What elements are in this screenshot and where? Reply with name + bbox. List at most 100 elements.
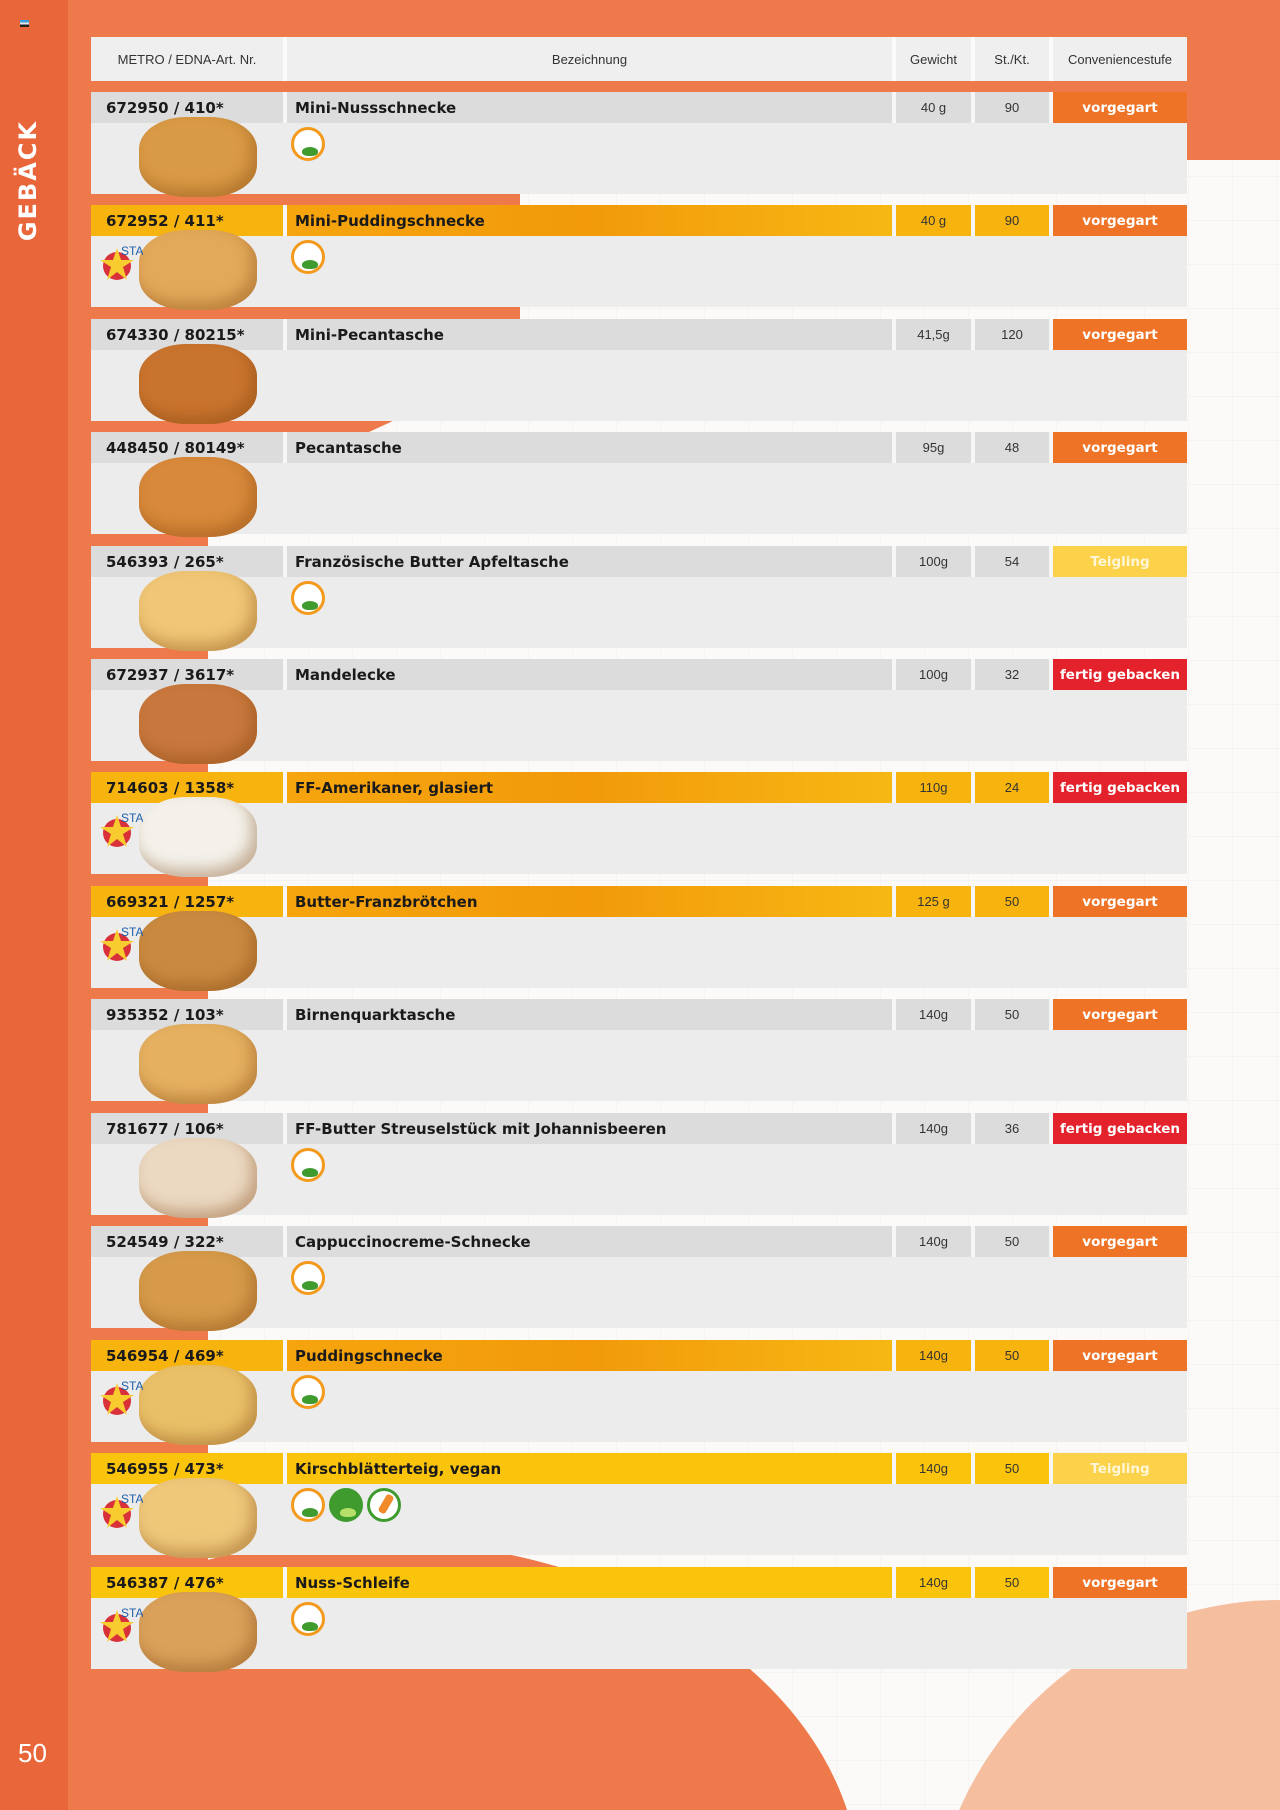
table-row[interactable]: 935352 / 103* Birnenquarktasche 140g 50 … xyxy=(91,999,1187,1104)
convenience-stage-badge: vorgegart xyxy=(1053,1567,1187,1598)
table-header: METRO / EDNA-Art. Nr. Bezeichnung Gewich… xyxy=(91,37,1187,81)
product-image xyxy=(139,344,257,424)
product-weight: 40 g xyxy=(896,92,975,123)
convenience-stage-badge: vorgegart xyxy=(1053,1226,1187,1257)
product-image xyxy=(139,1024,257,1104)
row-header: 546954 / 469* Puddingschnecke 140g 50 vo… xyxy=(91,1340,1187,1371)
row-body: STAR xyxy=(91,230,1187,310)
row-body: STAR xyxy=(91,1365,1187,1445)
row-body xyxy=(91,344,1187,424)
product-name: Mandelecke xyxy=(287,659,896,690)
article-number: 546393 / 265* xyxy=(91,546,287,577)
units-per-carton: 36 xyxy=(975,1113,1053,1144)
table-row[interactable]: 672952 / 411* Mini-Puddingschnecke 40 g … xyxy=(91,205,1187,310)
natural-badge-icon xyxy=(291,1375,325,1409)
table-row[interactable]: 714603 / 1358* FF-Amerikaner, glasiert 1… xyxy=(91,772,1187,877)
certification-badges xyxy=(291,1488,401,1522)
product-weight: 100g xyxy=(896,659,975,690)
convenience-stage-badge: Teigling xyxy=(1053,1453,1187,1484)
row-header: 672950 / 410* Mini-Nussschnecke 40 g 90 … xyxy=(91,92,1187,123)
section-title: GEBÄCK xyxy=(14,120,42,242)
product-image xyxy=(139,117,257,197)
certification-badges xyxy=(291,1148,325,1182)
product-weight: 100g xyxy=(896,546,975,577)
vegan-badge-icon xyxy=(329,1488,363,1522)
table-row[interactable]: 546393 / 265* Französische Butter Apfelt… xyxy=(91,546,1187,651)
product-weight: 125 g xyxy=(896,886,975,917)
product-weight: 95g xyxy=(896,432,975,463)
table-row[interactable]: 546387 / 476* Nuss-Schleife 140g 50 vorg… xyxy=(91,1567,1187,1672)
table-row[interactable]: 546954 / 469* Puddingschnecke 140g 50 vo… xyxy=(91,1340,1187,1445)
star-product-icon: STAR xyxy=(99,921,152,965)
convenience-stage-badge: vorgegart xyxy=(1053,886,1187,917)
row-header: 674330 / 80215* Mini-Pecantasche 41,5g 1… xyxy=(91,319,1187,350)
star-product-icon: STAR xyxy=(99,807,152,851)
product-image xyxy=(139,911,257,991)
row-header: 672937 / 3617* Mandelecke 100g 32 fertig… xyxy=(91,659,1187,690)
natural-badge-icon xyxy=(291,1488,325,1522)
table-row[interactable]: 672937 / 3617* Mandelecke 100g 32 fertig… xyxy=(91,659,1187,764)
certification-badges xyxy=(291,1602,325,1636)
certification-badges xyxy=(291,581,325,615)
convenience-stage-badge: vorgegart xyxy=(1053,999,1187,1030)
table-row[interactable]: 781677 / 106* FF-Butter Streuselstück mi… xyxy=(91,1113,1187,1218)
table-row[interactable]: 669321 / 1257* Butter-Franzbrötchen 125 … xyxy=(91,886,1187,991)
certification-badges xyxy=(291,1375,325,1409)
units-per-carton: 50 xyxy=(975,1453,1053,1484)
article-number: 781677 / 106* xyxy=(91,1113,287,1144)
row-body: STAR xyxy=(91,1592,1187,1672)
product-name: Kirschblätterteig, vegan xyxy=(287,1453,896,1484)
lactose-free-badge-icon xyxy=(367,1488,401,1522)
product-weight: 140g xyxy=(896,999,975,1030)
convenience-stage-badge: vorgegart xyxy=(1053,432,1187,463)
units-per-carton: 48 xyxy=(975,432,1053,463)
product-image xyxy=(139,684,257,764)
certification-badges xyxy=(291,127,325,161)
product-image xyxy=(139,457,257,537)
product-weight: 110g xyxy=(896,772,975,803)
article-number: 672952 / 411* xyxy=(91,205,287,236)
certification-badges xyxy=(291,1261,325,1295)
star-product-icon: STAR xyxy=(99,240,152,284)
product-weight: 40 g xyxy=(896,205,975,236)
table-row[interactable]: 674330 / 80215* Mini-Pecantasche 41,5g 1… xyxy=(91,319,1187,424)
flag-icon xyxy=(20,20,29,27)
row-header: 546955 / 473* Kirschblätterteig, vegan 1… xyxy=(91,1453,1187,1484)
natural-badge-icon xyxy=(291,1261,325,1295)
table-row[interactable]: 524549 / 322* Cappuccinocreme-Schnecke 1… xyxy=(91,1226,1187,1331)
natural-badge-icon xyxy=(291,1148,325,1182)
product-name: Butter-Franzbrötchen xyxy=(287,886,896,917)
product-name: Cappuccinocreme-Schnecke xyxy=(287,1226,896,1257)
table-row[interactable]: 672950 / 410* Mini-Nussschnecke 40 g 90 … xyxy=(91,92,1187,197)
product-weight: 140g xyxy=(896,1226,975,1257)
table-row[interactable]: 448450 / 80149* Pecantasche 95g 48 vorge… xyxy=(91,432,1187,537)
units-per-carton: 50 xyxy=(975,999,1053,1030)
row-body xyxy=(91,1024,1187,1104)
row-header: 781677 / 106* FF-Butter Streuselstück mi… xyxy=(91,1113,1187,1144)
product-image xyxy=(139,1478,257,1558)
row-body: STAR xyxy=(91,911,1187,991)
svg-text:STAR: STAR xyxy=(121,811,143,825)
product-image xyxy=(139,230,257,310)
convenience-stage-badge: fertig gebacken xyxy=(1053,772,1187,803)
row-body: STAR xyxy=(91,1478,1187,1558)
row-body xyxy=(91,457,1187,537)
row-header: 669321 / 1257* Butter-Franzbrötchen 125 … xyxy=(91,886,1187,917)
units-per-carton: 50 xyxy=(975,1226,1053,1257)
header-article-no: METRO / EDNA-Art. Nr. xyxy=(91,37,287,81)
natural-badge-icon xyxy=(291,240,325,274)
product-weight: 140g xyxy=(896,1453,975,1484)
natural-badge-icon xyxy=(291,1602,325,1636)
product-image xyxy=(139,571,257,651)
star-product-icon: STAR xyxy=(99,1488,152,1532)
product-image xyxy=(139,1365,257,1445)
row-header: 546387 / 476* Nuss-Schleife 140g 50 vorg… xyxy=(91,1567,1187,1598)
units-per-carton: 24 xyxy=(975,772,1053,803)
units-per-carton: 50 xyxy=(975,1340,1053,1371)
table-row[interactable]: 546955 / 473* Kirschblätterteig, vegan 1… xyxy=(91,1453,1187,1558)
svg-text:STAR: STAR xyxy=(121,244,143,258)
row-body: STAR xyxy=(91,797,1187,877)
row-header: 672952 / 411* Mini-Puddingschnecke 40 g … xyxy=(91,205,1187,236)
article-number: 714603 / 1358* xyxy=(91,772,287,803)
row-body xyxy=(91,1251,1187,1331)
